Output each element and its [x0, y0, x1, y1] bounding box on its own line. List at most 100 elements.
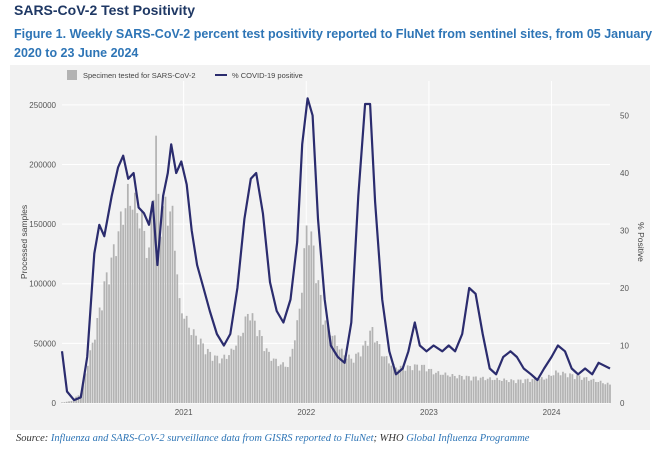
bar [136, 213, 139, 403]
bar [569, 373, 571, 403]
bar [468, 376, 470, 403]
bar [256, 336, 259, 403]
bar [338, 349, 341, 403]
bar [348, 354, 350, 403]
bar [493, 379, 496, 403]
bar [235, 345, 237, 403]
bar [213, 355, 216, 403]
bar [489, 377, 491, 403]
bar [453, 375, 456, 403]
bar [390, 365, 393, 403]
bar [486, 378, 489, 403]
bar [268, 351, 270, 403]
y-tick-label: 150000 [29, 220, 56, 229]
line-series [60, 97, 611, 402]
bar [451, 374, 454, 403]
bar [442, 374, 444, 403]
bar [308, 245, 310, 403]
bar [479, 377, 482, 403]
bar [126, 183, 129, 403]
bar [404, 370, 407, 403]
bar [580, 379, 583, 403]
bar [385, 356, 388, 403]
bar [110, 257, 113, 403]
bar [143, 230, 146, 403]
bar [449, 376, 451, 403]
bar [263, 351, 266, 403]
bar [341, 348, 343, 403]
bar [533, 377, 536, 403]
source-link-gip[interactable]: Global Influenza Programme [406, 433, 530, 444]
bar [604, 384, 607, 403]
bar [399, 365, 402, 403]
axes: 0 50000 100000 150000 200000 250000 0 10 20 30 40 5… [19, 101, 646, 417]
source-note: Source: Influenza and SARS-CoV-2 surveil… [16, 433, 529, 444]
bar [555, 370, 557, 403]
bar [543, 379, 546, 403]
bar [115, 256, 117, 403]
bar [392, 363, 395, 403]
bar [195, 335, 197, 403]
bar [522, 383, 524, 403]
page-title: SARS-CoV-2 Test Positivity [14, 2, 196, 18]
bar [310, 231, 313, 403]
bar [333, 335, 336, 403]
bar [96, 318, 99, 403]
bar [536, 380, 538, 403]
legend-bar-swatch [67, 70, 77, 80]
bar [380, 356, 383, 403]
bar [599, 380, 602, 403]
bar [550, 375, 553, 403]
x-tick-label: 2021 [175, 408, 193, 417]
source-link-flunet[interactable]: Influenza and SARS-CoV-2 surveillance da… [50, 433, 374, 444]
bar [84, 373, 87, 403]
bar [82, 381, 85, 403]
bar [159, 236, 162, 403]
bar [70, 400, 73, 403]
bar [296, 320, 299, 403]
bar [319, 294, 322, 403]
bar [371, 327, 374, 403]
bar [496, 377, 498, 403]
bar [463, 379, 466, 403]
y-tick-label: 200000 [29, 160, 56, 169]
bar [277, 366, 280, 403]
bar [350, 358, 353, 403]
bar [251, 313, 254, 403]
bar [465, 375, 468, 403]
bar [301, 292, 303, 403]
bar [540, 377, 543, 403]
bar [515, 383, 517, 403]
bar [557, 372, 560, 403]
bar [98, 307, 101, 403]
bar [416, 364, 419, 403]
bar [592, 378, 595, 403]
bar [430, 368, 433, 403]
bar [225, 358, 228, 403]
chart-svg: 0 50000 100000 150000 200000 250000 0 10 20 30 40 5… [19, 70, 646, 417]
bar [402, 368, 404, 403]
bar [270, 360, 273, 403]
bar [606, 382, 609, 403]
bar [61, 402, 63, 403]
bar [237, 335, 240, 403]
bar [460, 376, 463, 403]
bar [119, 211, 122, 403]
bar [148, 247, 150, 403]
bar [244, 316, 247, 403]
chart-panel: 0 50000 100000 150000 200000 250000 0 10 20 30 40 5… [10, 65, 650, 430]
bar [286, 367, 289, 403]
bar [105, 272, 108, 403]
bar [545, 378, 548, 403]
bar [355, 353, 357, 403]
bar [352, 362, 355, 403]
bar [86, 365, 89, 403]
bar [336, 345, 339, 403]
bar [369, 330, 371, 403]
bar [129, 205, 132, 403]
bar [366, 345, 369, 403]
bar [475, 376, 477, 403]
bar [242, 332, 244, 403]
bar [232, 349, 235, 403]
bar [376, 341, 379, 403]
